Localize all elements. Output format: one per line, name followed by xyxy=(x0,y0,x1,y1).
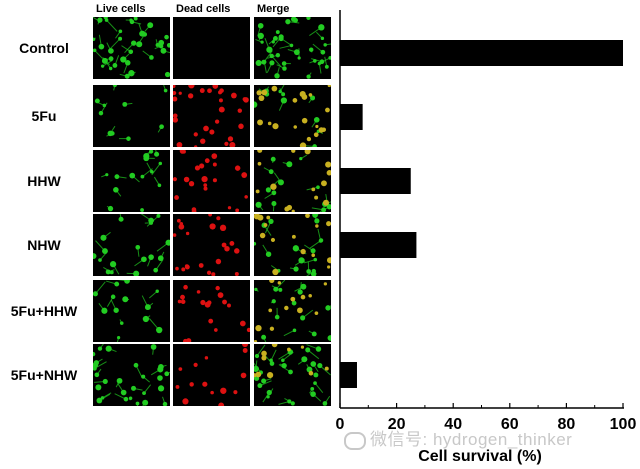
x-tick-label: 100 xyxy=(610,416,637,433)
live-cells-image xyxy=(93,17,170,79)
merge-cells-image xyxy=(254,150,331,212)
live-cells-image xyxy=(93,280,170,342)
live-cells-image xyxy=(93,344,170,406)
live-cells-image xyxy=(93,85,170,147)
dead-cells-image xyxy=(173,214,250,276)
live-cells-image xyxy=(93,150,170,212)
x-tick-label: 20 xyxy=(388,416,406,433)
bar-5fu-nhw xyxy=(340,362,357,388)
merge-cells-image xyxy=(254,85,331,147)
merge-cells-image xyxy=(254,214,331,276)
watermark: 微信号: hydrogen_thinker xyxy=(344,425,572,450)
merge-cells-image xyxy=(254,280,331,342)
live-cells-image xyxy=(93,214,170,276)
row-label: 5Fu+NHW xyxy=(10,367,78,383)
col-header-merge: Merge xyxy=(257,3,290,15)
wechat-icon xyxy=(344,431,366,450)
row-label: HHW xyxy=(27,173,61,189)
dead-cells-image xyxy=(173,150,250,212)
dead-cells-image xyxy=(173,17,250,79)
row-label: NHW xyxy=(27,237,61,253)
row-label: Control xyxy=(19,40,69,56)
bar-5fu xyxy=(340,104,363,130)
merge-cells-image xyxy=(254,344,331,406)
bar-control xyxy=(340,40,623,66)
x-axis-title: Cell survival (%) xyxy=(418,448,542,465)
col-header-live: Live cells xyxy=(96,3,146,15)
row-label: 5Fu+HHW xyxy=(10,303,78,319)
x-tick-label: 80 xyxy=(558,416,576,433)
watermark-text: 微信号: hydrogen_thinker xyxy=(370,430,573,449)
bar-hhw xyxy=(340,168,411,194)
dead-cells-image xyxy=(173,280,250,342)
x-tick-label: 40 xyxy=(444,416,462,433)
row-label: 5Fu xyxy=(31,108,57,124)
x-tick-label: 60 xyxy=(501,416,519,433)
dead-cells-image xyxy=(173,344,250,406)
bar-nhw xyxy=(340,232,417,258)
dead-cells-image xyxy=(173,85,250,147)
col-header-dead: Dead cells xyxy=(176,3,231,15)
merge-cells-image xyxy=(254,17,331,79)
x-tick-label: 0 xyxy=(336,416,345,433)
